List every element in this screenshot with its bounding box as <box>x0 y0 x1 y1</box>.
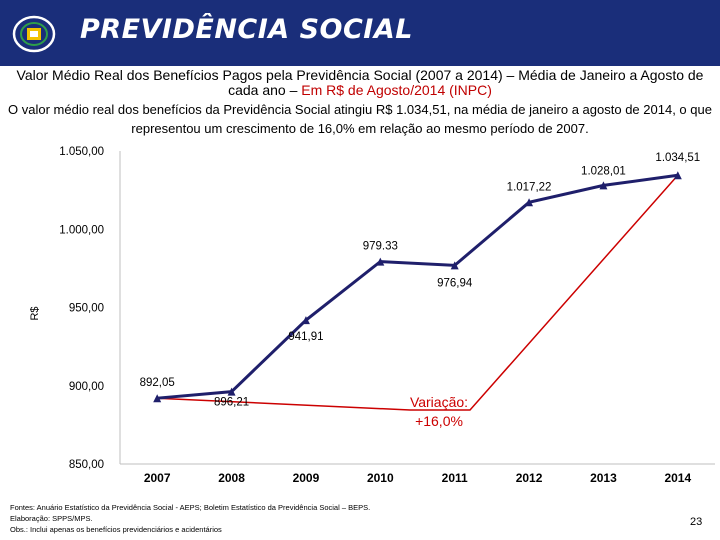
data-label: 1.017,22 <box>507 181 552 193</box>
x-tick-label: 2008 <box>218 471 245 485</box>
data-point-marker <box>673 171 682 180</box>
data-labels: 892,05 896,21 941,91 979.33 976,94 1.017,22 1.… <box>140 152 701 408</box>
y-tick-labels: 850,00 900,00 950,00 1.000,00 1.050,00 <box>59 146 104 471</box>
y-axis-label: R$ <box>29 306 41 320</box>
footer-notes: Fontes: Anuário Estatístico da Previdênc… <box>10 502 370 535</box>
data-label: 892,05 <box>140 377 175 389</box>
data-label: 1.028,01 <box>581 165 626 177</box>
x-tick-label: 2010 <box>367 471 394 485</box>
series-line <box>157 173 679 400</box>
data-point-marker <box>227 387 236 396</box>
x-tick-labels: 2007 2008 2009 2010 2011 2012 2013 2014 <box>144 471 692 485</box>
x-tick-label: 2009 <box>293 471 320 485</box>
y-tick-label: 850,00 <box>69 459 104 471</box>
x-tick-label: 2014 <box>664 471 691 485</box>
chart-axes <box>119 151 715 465</box>
data-label: 976,94 <box>437 277 473 289</box>
variation-annotation-line2: +16,0% <box>415 413 463 429</box>
data-point-marker <box>301 316 310 325</box>
page-title: Valor Médio Real dos Benefícios Pagos pe… <box>8 68 712 98</box>
y-tick-label: 1.000,00 <box>59 224 104 236</box>
data-label: 979.33 <box>363 241 398 253</box>
data-point-marker <box>153 394 162 403</box>
brand-name: PREVIDÊNCIA SOCIAL <box>80 14 413 45</box>
data-label: 896,21 <box>214 397 249 409</box>
x-tick-label: 2012 <box>516 471 543 485</box>
title-main: Valor Médio Real dos Benefícios Pagos pe… <box>16 67 704 98</box>
header-bar: PREVIDÊNCIA SOCIAL <box>0 0 720 66</box>
y-tick-label: 950,00 <box>69 303 104 315</box>
y-tick-label: 900,00 <box>69 381 104 393</box>
variation-annotation-line1: Variação: <box>410 394 468 410</box>
data-points <box>153 171 682 403</box>
variation-line <box>157 174 679 411</box>
data-point-marker <box>525 198 534 207</box>
x-tick-label: 2013 <box>590 471 617 485</box>
x-tick-label: 2007 <box>144 471 171 485</box>
x-tick-label: 2011 <box>442 471 468 485</box>
page-number: 23 <box>690 516 703 528</box>
footer-elaboration: Elaboração: SPPS/MPS. <box>10 514 93 523</box>
data-point-marker <box>450 261 459 270</box>
page-subtitle: O valor médio real dos benefícios da Pre… <box>8 102 712 136</box>
previdencia-logo-icon <box>12 15 56 53</box>
footer-sources: Fontes: Anuário Estatístico da Previdênc… <box>10 503 371 512</box>
y-tick-label: 1.050,00 <box>59 146 104 158</box>
data-label: 941,91 <box>288 331 323 343</box>
data-point-marker <box>376 257 385 266</box>
title-highlight: Em R$ de Agosto/2014 (INPC) <box>301 82 492 98</box>
footer-note: Obs.: Inclui apenas os benefícios previd… <box>10 525 222 534</box>
data-label: 1.034,51 <box>655 152 700 164</box>
data-point-marker <box>599 181 608 190</box>
